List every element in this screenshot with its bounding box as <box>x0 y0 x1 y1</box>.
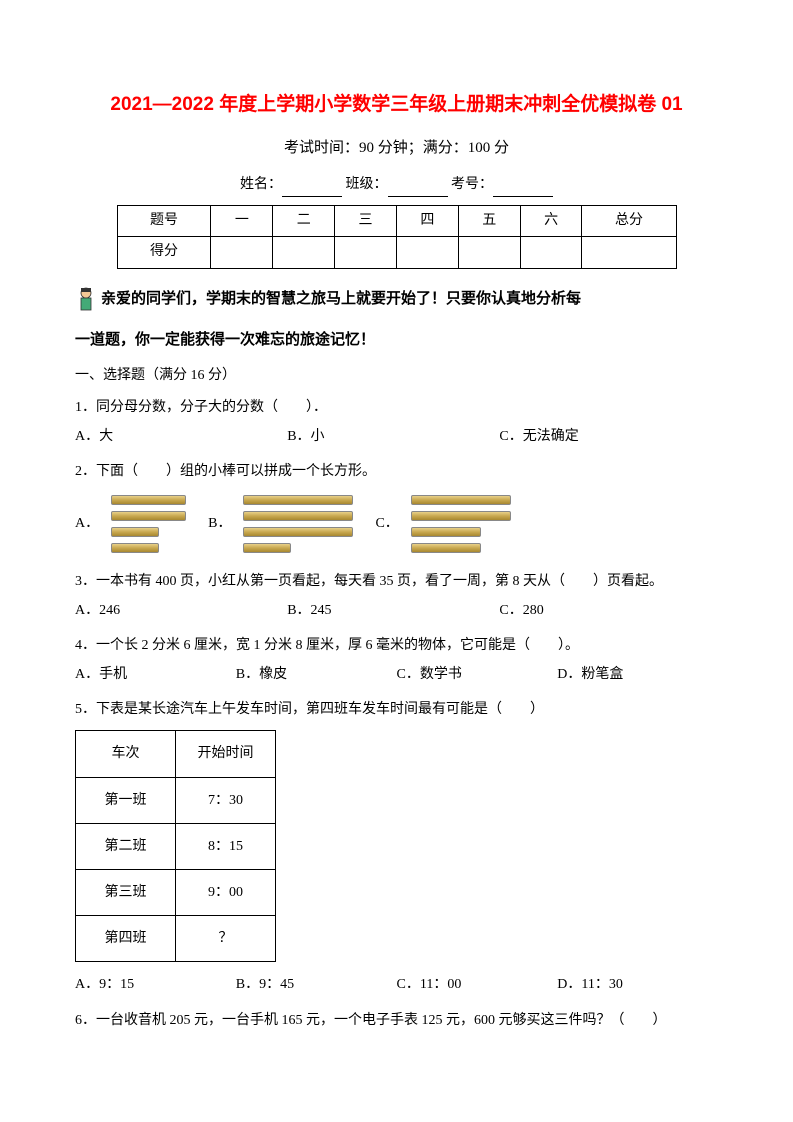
stick <box>411 495 511 505</box>
stick <box>111 527 159 537</box>
exam-info: 考试时间：90 分钟；满分：100 分 <box>75 136 718 160</box>
q5-text: 5．下表是某长途汽车上午发车时间，第四班车发车时间最有可能是（ ） <box>75 697 718 722</box>
col-3: 三 <box>335 205 397 236</box>
col-total: 总分 <box>582 205 676 236</box>
q1-text: 1．同分母分数，分子大的分数（ ）． <box>75 395 718 420</box>
q2-label-a[interactable]: A． <box>75 511 99 536</box>
q6-text: 6．一台收音机 205 元，一台手机 165 元，一个电子手表 125 元，60… <box>75 1008 718 1033</box>
score-cell[interactable] <box>273 237 335 268</box>
q1-opt-a[interactable]: A．大 <box>75 424 287 449</box>
th-time: 开始时间 <box>176 731 276 777</box>
schedule-table: 车次 开始时间 第一班7：30 第二班8：15 第三班9：00 第四班？ <box>75 730 276 962</box>
score-cell[interactable] <box>396 237 458 268</box>
col-2: 二 <box>273 205 335 236</box>
stick <box>411 511 511 521</box>
question-3: 3．一本书有 400 页，小红从第一页看起，每天看 35 页，看了一周，第 8 … <box>75 569 718 623</box>
q2-text: 2．下面（ ）组的小棒可以拼成一个长方形。 <box>75 459 718 484</box>
stick <box>111 511 186 521</box>
stick-group-b <box>243 495 353 553</box>
score-cell[interactable] <box>458 237 520 268</box>
q4-opt-c[interactable]: C．数学书 <box>397 662 558 687</box>
table-row: 第一班7：30 <box>76 777 276 823</box>
cell: 第一班 <box>76 777 176 823</box>
q4-text: 4．一个长 2 分米 6 厘米，宽 1 分米 8 厘米，厚 6 毫米的物体，它可… <box>75 633 718 658</box>
exam-title: 2021—2022 年度上学期小学数学三年级上册期末冲刺全优模拟卷 01 <box>75 90 718 120</box>
q1-options: A．大 B．小 C．无法确定 <box>75 424 718 449</box>
question-2: 2．下面（ ）组的小棒可以拼成一个长方形。 A． B． C． <box>75 459 718 552</box>
th-bus: 车次 <box>76 731 176 777</box>
q4-opt-b[interactable]: B．橡皮 <box>236 662 397 687</box>
table-row: 第二班8：15 <box>76 823 276 869</box>
cell: 第四班 <box>76 916 176 962</box>
q2-sticks: A． B． C． <box>75 495 718 553</box>
q4-opt-d[interactable]: D．粉笔盒 <box>557 662 718 687</box>
cell: 第三班 <box>76 870 176 916</box>
name-fields: 姓名： 班级： 考号： <box>75 174 718 196</box>
intro-text: 亲爱的同学们，学期末的智慧之旅马上就要开始了！只要你认真地分析每 <box>75 283 718 316</box>
question-1: 1．同分母分数，分子大的分数（ ）． A．大 B．小 C．无法确定 <box>75 395 718 449</box>
stick-group-c <box>411 495 511 553</box>
stick-group-a <box>111 495 186 553</box>
cell: ？ <box>176 916 276 962</box>
q4-opt-a[interactable]: A．手机 <box>75 662 236 687</box>
col-1: 一 <box>211 205 273 236</box>
score-cell[interactable] <box>335 237 397 268</box>
q3-opt-c[interactable]: C．280 <box>499 598 711 623</box>
q3-opt-b[interactable]: B．245 <box>287 598 499 623</box>
name-label: 姓名： <box>240 177 282 192</box>
col-5: 五 <box>458 205 520 236</box>
class-blank[interactable] <box>388 181 448 197</box>
score-table: 题号 一 二 三 四 五 六 总分 得分 <box>117 205 677 269</box>
q5-opt-d[interactable]: D．11：30 <box>557 972 718 997</box>
q2-label-c[interactable]: C． <box>375 511 398 536</box>
stick <box>111 495 186 505</box>
table-row: 第四班？ <box>76 916 276 962</box>
question-4: 4．一个长 2 分米 6 厘米，宽 1 分米 8 厘米，厚 6 毫米的物体，它可… <box>75 633 718 687</box>
name-blank[interactable] <box>282 181 342 197</box>
stick <box>243 495 353 505</box>
col-label: 题号 <box>117 205 211 236</box>
col-6: 六 <box>520 205 582 236</box>
stick <box>111 543 159 553</box>
class-label: 班级： <box>346 177 388 192</box>
stick <box>243 543 291 553</box>
cell: 7：30 <box>176 777 276 823</box>
q4-options: A．手机 B．橡皮 C．数学书 D．粉笔盒 <box>75 662 718 687</box>
score-cell[interactable] <box>520 237 582 268</box>
cell: 9：00 <box>176 870 276 916</box>
stick <box>411 527 481 537</box>
table-row: 车次 开始时间 <box>76 731 276 777</box>
student-icon <box>75 286 97 312</box>
id-blank[interactable] <box>493 181 553 197</box>
q5-opt-c[interactable]: C．11：00 <box>397 972 558 997</box>
q3-opt-a[interactable]: A．246 <box>75 598 287 623</box>
q5-opt-b[interactable]: B．9：45 <box>236 972 397 997</box>
col-4: 四 <box>396 205 458 236</box>
q3-text: 3．一本书有 400 页，小红从第一页看起，每天看 35 页，看了一周，第 8 … <box>75 569 718 594</box>
question-5: 5．下表是某长途汽车上午发车时间，第四班车发车时间最有可能是（ ） 车次 开始时… <box>75 697 718 997</box>
question-6: 6．一台收音机 205 元，一台手机 165 元，一个电子手表 125 元，60… <box>75 1008 718 1033</box>
q1-opt-c[interactable]: C．无法确定 <box>499 424 711 449</box>
q3-options: A．246 B．245 C．280 <box>75 598 718 623</box>
q1-opt-b[interactable]: B．小 <box>287 424 499 449</box>
q5-opt-a[interactable]: A．9：15 <box>75 972 236 997</box>
cell: 第二班 <box>76 823 176 869</box>
table-row: 第三班9：00 <box>76 870 276 916</box>
intro-line-2: 一道题，你一定能获得一次难忘的旅途记忆！ <box>75 324 718 357</box>
stick <box>411 543 481 553</box>
q5-options: A．9：15 B．9：45 C．11：00 D．11：30 <box>75 972 718 997</box>
stick <box>243 511 353 521</box>
score-row: 得分 <box>117 237 676 268</box>
id-label: 考号： <box>451 177 493 192</box>
intro-line-1: 亲爱的同学们，学期末的智慧之旅马上就要开始了！只要你认真地分析每 <box>101 291 581 307</box>
cell: 8：15 <box>176 823 276 869</box>
score-label: 得分 <box>117 237 211 268</box>
score-cell[interactable] <box>211 237 273 268</box>
stick <box>243 527 353 537</box>
score-cell[interactable] <box>582 237 676 268</box>
section-1-title: 一、选择题（满分 16 分） <box>75 365 718 387</box>
table-header-row: 题号 一 二 三 四 五 六 总分 <box>117 205 676 236</box>
q2-label-b[interactable]: B． <box>208 511 231 536</box>
